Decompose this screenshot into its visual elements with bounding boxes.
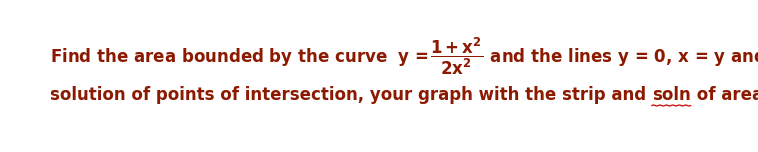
Text: soln: soln bbox=[652, 86, 691, 104]
Text: and the lines $\mathbf{y}$ = 0, $\mathbf{x}$ = $\mathbf{y}$ and $\mathbf{x}$ = 2: and the lines $\mathbf{y}$ = 0, $\mathbf… bbox=[484, 46, 758, 68]
Text: of area using definite integrals.|: of area using definite integrals.| bbox=[691, 86, 758, 104]
Text: Find the area bounded by the curve  $\mathbf{y}$ =: Find the area bounded by the curve $\mat… bbox=[50, 46, 431, 68]
Text: solution of points of intersection, your graph with the strip and: solution of points of intersection, your… bbox=[50, 86, 652, 104]
Text: $\mathbf{\dfrac{1+x^2}{2x^2}}$: $\mathbf{\dfrac{1+x^2}{2x^2}}$ bbox=[431, 36, 484, 77]
